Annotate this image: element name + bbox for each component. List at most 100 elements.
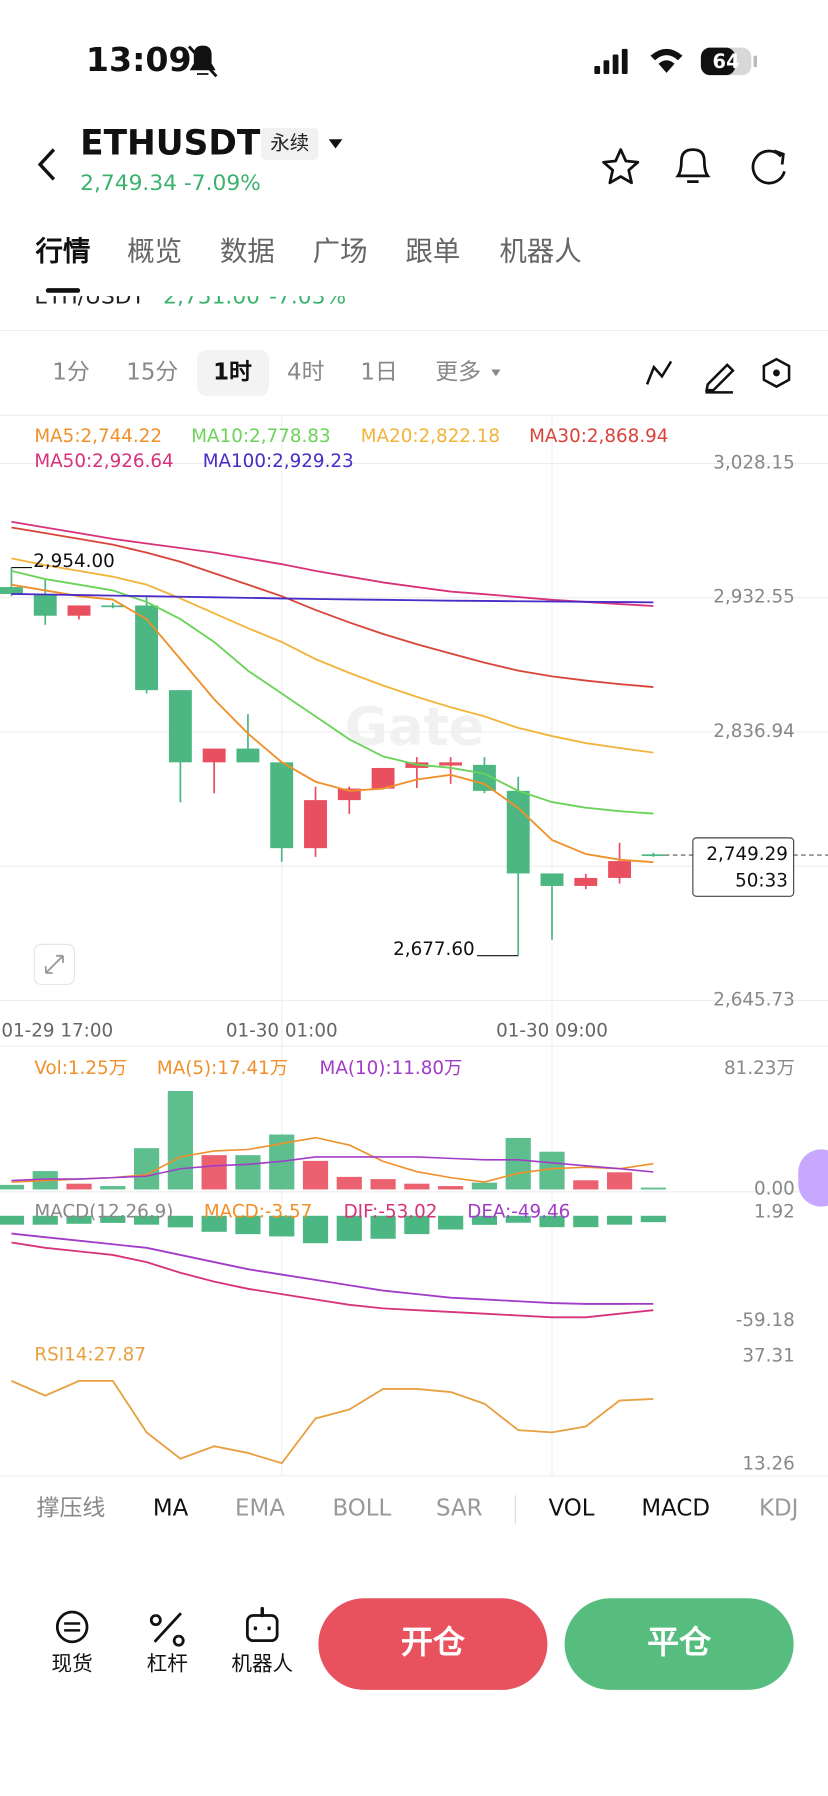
ma-line — [11, 557, 654, 754]
interval[interactable]: 1日 — [360, 359, 397, 385]
legend-entry: MA5:2,744.22 — [34, 426, 162, 447]
x-tick-label: 01-30 09:00 — [496, 1020, 608, 1041]
volume-bar — [404, 1183, 430, 1190]
candle-body — [540, 873, 564, 886]
macd-bar — [573, 1215, 599, 1228]
interval[interactable]: 更多 — [435, 359, 481, 385]
tab[interactable]: 数据 — [220, 236, 275, 268]
volume-bar — [471, 1182, 498, 1190]
indicator-button[interactable] — [645, 360, 673, 385]
y-tick-label: 13.26 — [742, 1453, 794, 1474]
nav-label[interactable]: 杠杆 — [147, 1652, 188, 1676]
tab[interactable]: 跟单 — [405, 236, 460, 268]
spot-icon-arrows — [64, 1622, 81, 1632]
macd-bar — [235, 1215, 261, 1235]
legend-entry: MA20:2,822.18 — [361, 426, 500, 447]
ma-line — [11, 583, 654, 864]
volume-bar — [201, 1155, 227, 1190]
volume-bar — [167, 1091, 193, 1190]
settings-dot — [773, 369, 780, 377]
legend-entry: MA(10):11.80万 — [320, 1058, 463, 1079]
indicator-tab[interactable]: KDJ — [759, 1495, 798, 1521]
tab[interactable]: 广场 — [313, 236, 368, 268]
ticker-row: ETH/USDT 2,751.00 -7.03% — [34, 296, 346, 309]
more-dropdown[interactable] — [491, 369, 501, 377]
battery-level — [700, 47, 736, 76]
indicator-tab[interactable]: 撑压线 — [37, 1495, 106, 1521]
floating-assistant[interactable] — [798, 1149, 828, 1207]
indicator-tab[interactable]: SAR — [436, 1495, 483, 1521]
ma-line — [11, 570, 654, 815]
tab[interactable]: 行情 — [35, 236, 91, 268]
open-button[interactable] — [318, 1598, 548, 1690]
volume-bar — [133, 1148, 160, 1190]
interval[interactable]: 4时 — [287, 359, 325, 385]
macd-bar — [133, 1215, 160, 1225]
interval[interactable]: 1分 — [52, 359, 89, 385]
share-button[interactable] — [751, 149, 786, 185]
macd-bar — [269, 1215, 295, 1237]
candle-body — [608, 861, 632, 878]
legend-entry: MACD(12,26,9) — [34, 1201, 173, 1222]
y-tick-label: 0.00 — [754, 1178, 795, 1199]
indicator-tab[interactable]: BOLL — [332, 1495, 391, 1521]
candle-body — [337, 788, 361, 801]
favorite-button[interactable] — [602, 148, 640, 185]
status-time: 13:09 — [86, 40, 192, 79]
y-tick-label: 2,645.73 — [713, 989, 795, 1010]
macd-bar — [404, 1215, 430, 1235]
alert-button[interactable] — [675, 148, 711, 184]
legend-entry: MACD:-3.57 — [204, 1201, 312, 1222]
legend-entry: MA30:2,868.94 — [529, 426, 668, 447]
settings-button[interactable] — [762, 357, 791, 389]
volume-bar — [505, 1137, 531, 1190]
nav-label[interactable]: 现货 — [52, 1652, 93, 1676]
nav-label[interactable]: 机器人 — [231, 1652, 293, 1676]
spot-icon — [55, 1610, 89, 1644]
legend-entry: DIF:-53.02 — [344, 1201, 438, 1222]
candle-body — [101, 605, 125, 608]
interval-highlight — [196, 350, 270, 396]
symbol-dropdown[interactable] — [328, 139, 343, 149]
interval[interactable]: 1时 — [213, 359, 252, 385]
volume-bar — [235, 1155, 261, 1190]
open-button-label[interactable]: 开仓 — [401, 1623, 466, 1661]
volume-ma-line — [11, 1156, 654, 1182]
macd-bar — [370, 1215, 396, 1239]
back-button[interactable] — [37, 148, 56, 181]
rsi-line — [11, 1379, 654, 1465]
annotation: 2,954.00 — [33, 551, 115, 572]
macd-line — [11, 1232, 654, 1305]
draw-button[interactable] — [705, 363, 735, 394]
macd-bar — [505, 1215, 531, 1223]
legend-entry: MA(5):17.41万 — [157, 1058, 288, 1079]
legend-entry: MA10:2,778.83 — [191, 426, 330, 447]
expand-icon — [44, 954, 64, 974]
contract-label: 永续 — [270, 131, 309, 154]
wifi-icon — [650, 48, 683, 73]
interval[interactable]: 15分 — [126, 359, 178, 385]
header-change: -7.09% — [184, 171, 261, 196]
last-price-box — [692, 837, 795, 897]
candle-body — [371, 767, 395, 789]
tab[interactable]: 概览 — [127, 236, 182, 268]
indicator-tab[interactable]: EMA — [235, 1495, 285, 1521]
y-tick-label: 81.23万 — [724, 1058, 795, 1079]
indicator-tab[interactable]: MA — [153, 1495, 189, 1521]
legend-entry: MA50:2,926.64 — [34, 451, 173, 472]
volume-bar — [66, 1183, 92, 1190]
signal-bar — [612, 54, 619, 75]
legend-entry: MA100:2,929.23 — [203, 451, 354, 472]
indicator-tab[interactable]: VOL — [548, 1495, 594, 1521]
indicator-tab[interactable]: MACD — [641, 1495, 710, 1521]
volume-bar — [0, 1184, 25, 1190]
close-button[interactable] — [564, 1598, 794, 1690]
y-tick-label: 37.31 — [742, 1346, 794, 1367]
y-tick-label: 2,836.94 — [713, 721, 795, 742]
macd-line — [11, 1241, 654, 1319]
close-button-label[interactable]: 平仓 — [647, 1623, 712, 1661]
tab[interactable]: 机器人 — [499, 236, 581, 268]
macd-bar — [32, 1215, 58, 1225]
battery-cap — [753, 55, 757, 68]
